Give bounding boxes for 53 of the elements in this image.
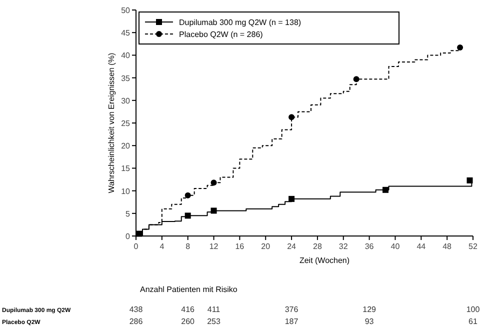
text: Anzahl Patienten mit Risiko xyxy=(140,285,238,294)
x-tick-label: 0 xyxy=(134,242,139,251)
text: 93 xyxy=(364,317,374,326)
point xyxy=(353,76,360,82)
point xyxy=(136,230,142,237)
text: 253 xyxy=(207,317,221,326)
text: 411 xyxy=(207,305,221,314)
y-tick-label: 20 xyxy=(121,142,131,151)
text: 376 xyxy=(284,305,299,314)
x-tick-label: 28 xyxy=(313,242,322,251)
x-tick-label: 44 xyxy=(416,242,426,251)
y-tick-label: 45 xyxy=(121,28,131,38)
y-tick-label: 50 xyxy=(121,6,131,15)
x-tick-label: 8 xyxy=(186,242,191,251)
point xyxy=(184,212,191,219)
text: 61 xyxy=(468,317,478,326)
x-tick-label: 12 xyxy=(209,242,219,251)
text: 416 xyxy=(181,305,196,314)
point xyxy=(210,208,217,214)
y-tick-label: 10 xyxy=(121,186,131,196)
point xyxy=(288,196,295,202)
point xyxy=(457,44,464,51)
point xyxy=(184,192,191,198)
x-tick-label: 40 xyxy=(390,242,400,251)
y-tick-label: 30 xyxy=(121,96,131,106)
y-tick-label: 5 xyxy=(126,209,131,218)
text: 100 xyxy=(466,305,480,314)
x-tick-label: 16 xyxy=(235,242,245,251)
point xyxy=(466,177,473,184)
x-tick-label: 20 xyxy=(261,242,271,251)
x-tick-label: 24 xyxy=(287,242,297,251)
y-tick-label: 25 xyxy=(121,119,131,128)
point xyxy=(382,186,389,193)
text: 260 xyxy=(181,317,196,326)
legend-label: Dupilumab 300 mg Q2W (n = 138) xyxy=(179,18,302,27)
x-tick-label: 32 xyxy=(338,242,348,251)
text: 187 xyxy=(284,317,299,326)
y-tick-label: 40 xyxy=(121,51,131,60)
legend-label: Placebo Q2W (n = 286) xyxy=(179,30,264,39)
x-tick-label: 48 xyxy=(442,242,452,251)
point xyxy=(210,180,217,186)
x-axis-title: Zeit (Wochen) xyxy=(299,256,350,265)
x-tick-label: 36 xyxy=(364,242,374,251)
text: 286 xyxy=(129,317,144,326)
point xyxy=(288,114,295,120)
x-tick-label: 52 xyxy=(468,242,478,251)
text: 129 xyxy=(362,305,377,314)
y-tick-label: 15 xyxy=(121,164,131,174)
y-axis-title: Wahrscheinlichkeit von Ereignissen (%) xyxy=(107,52,116,194)
y-tick-label: 0 xyxy=(126,232,131,241)
y-tick-label: 35 xyxy=(121,74,131,83)
x-tick-label: 4 xyxy=(160,242,165,251)
text: 438 xyxy=(129,305,144,314)
